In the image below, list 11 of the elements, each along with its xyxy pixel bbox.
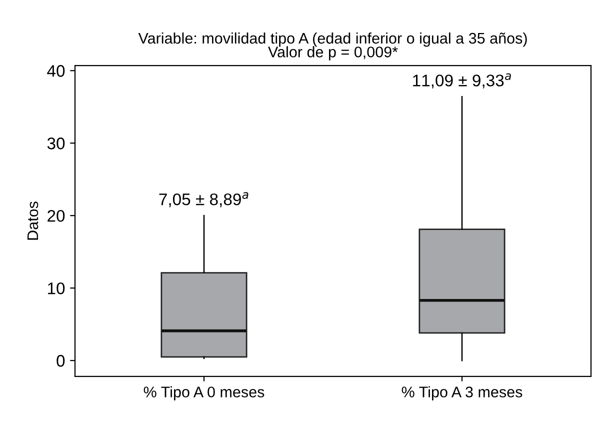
y-axis-title: Datos: [28, 202, 38, 240]
y-tick-label: 20: [48, 210, 65, 222]
annotation: 7,05 ± 8,89$^{a}$: [159, 192, 248, 208]
y-tick-label: 30: [47, 138, 65, 150]
x-tick-label: % Tipo A 3 meses: [402, 386, 522, 400]
x-tick-label: % Tipo A 0 meses: [144, 386, 264, 400]
chart-title: Variable: movilidad tipo A (edad inferior o igual a 35 años) Valor de p = 0,009*: [138, 32, 527, 60]
y-tick-label: 10: [48, 282, 65, 294]
y-tick-label: 0: [56, 354, 65, 367]
y-tick-label: 40: [47, 65, 65, 77]
annotation: 11,09 ± 9,33$^{a}$: [413, 73, 511, 88]
